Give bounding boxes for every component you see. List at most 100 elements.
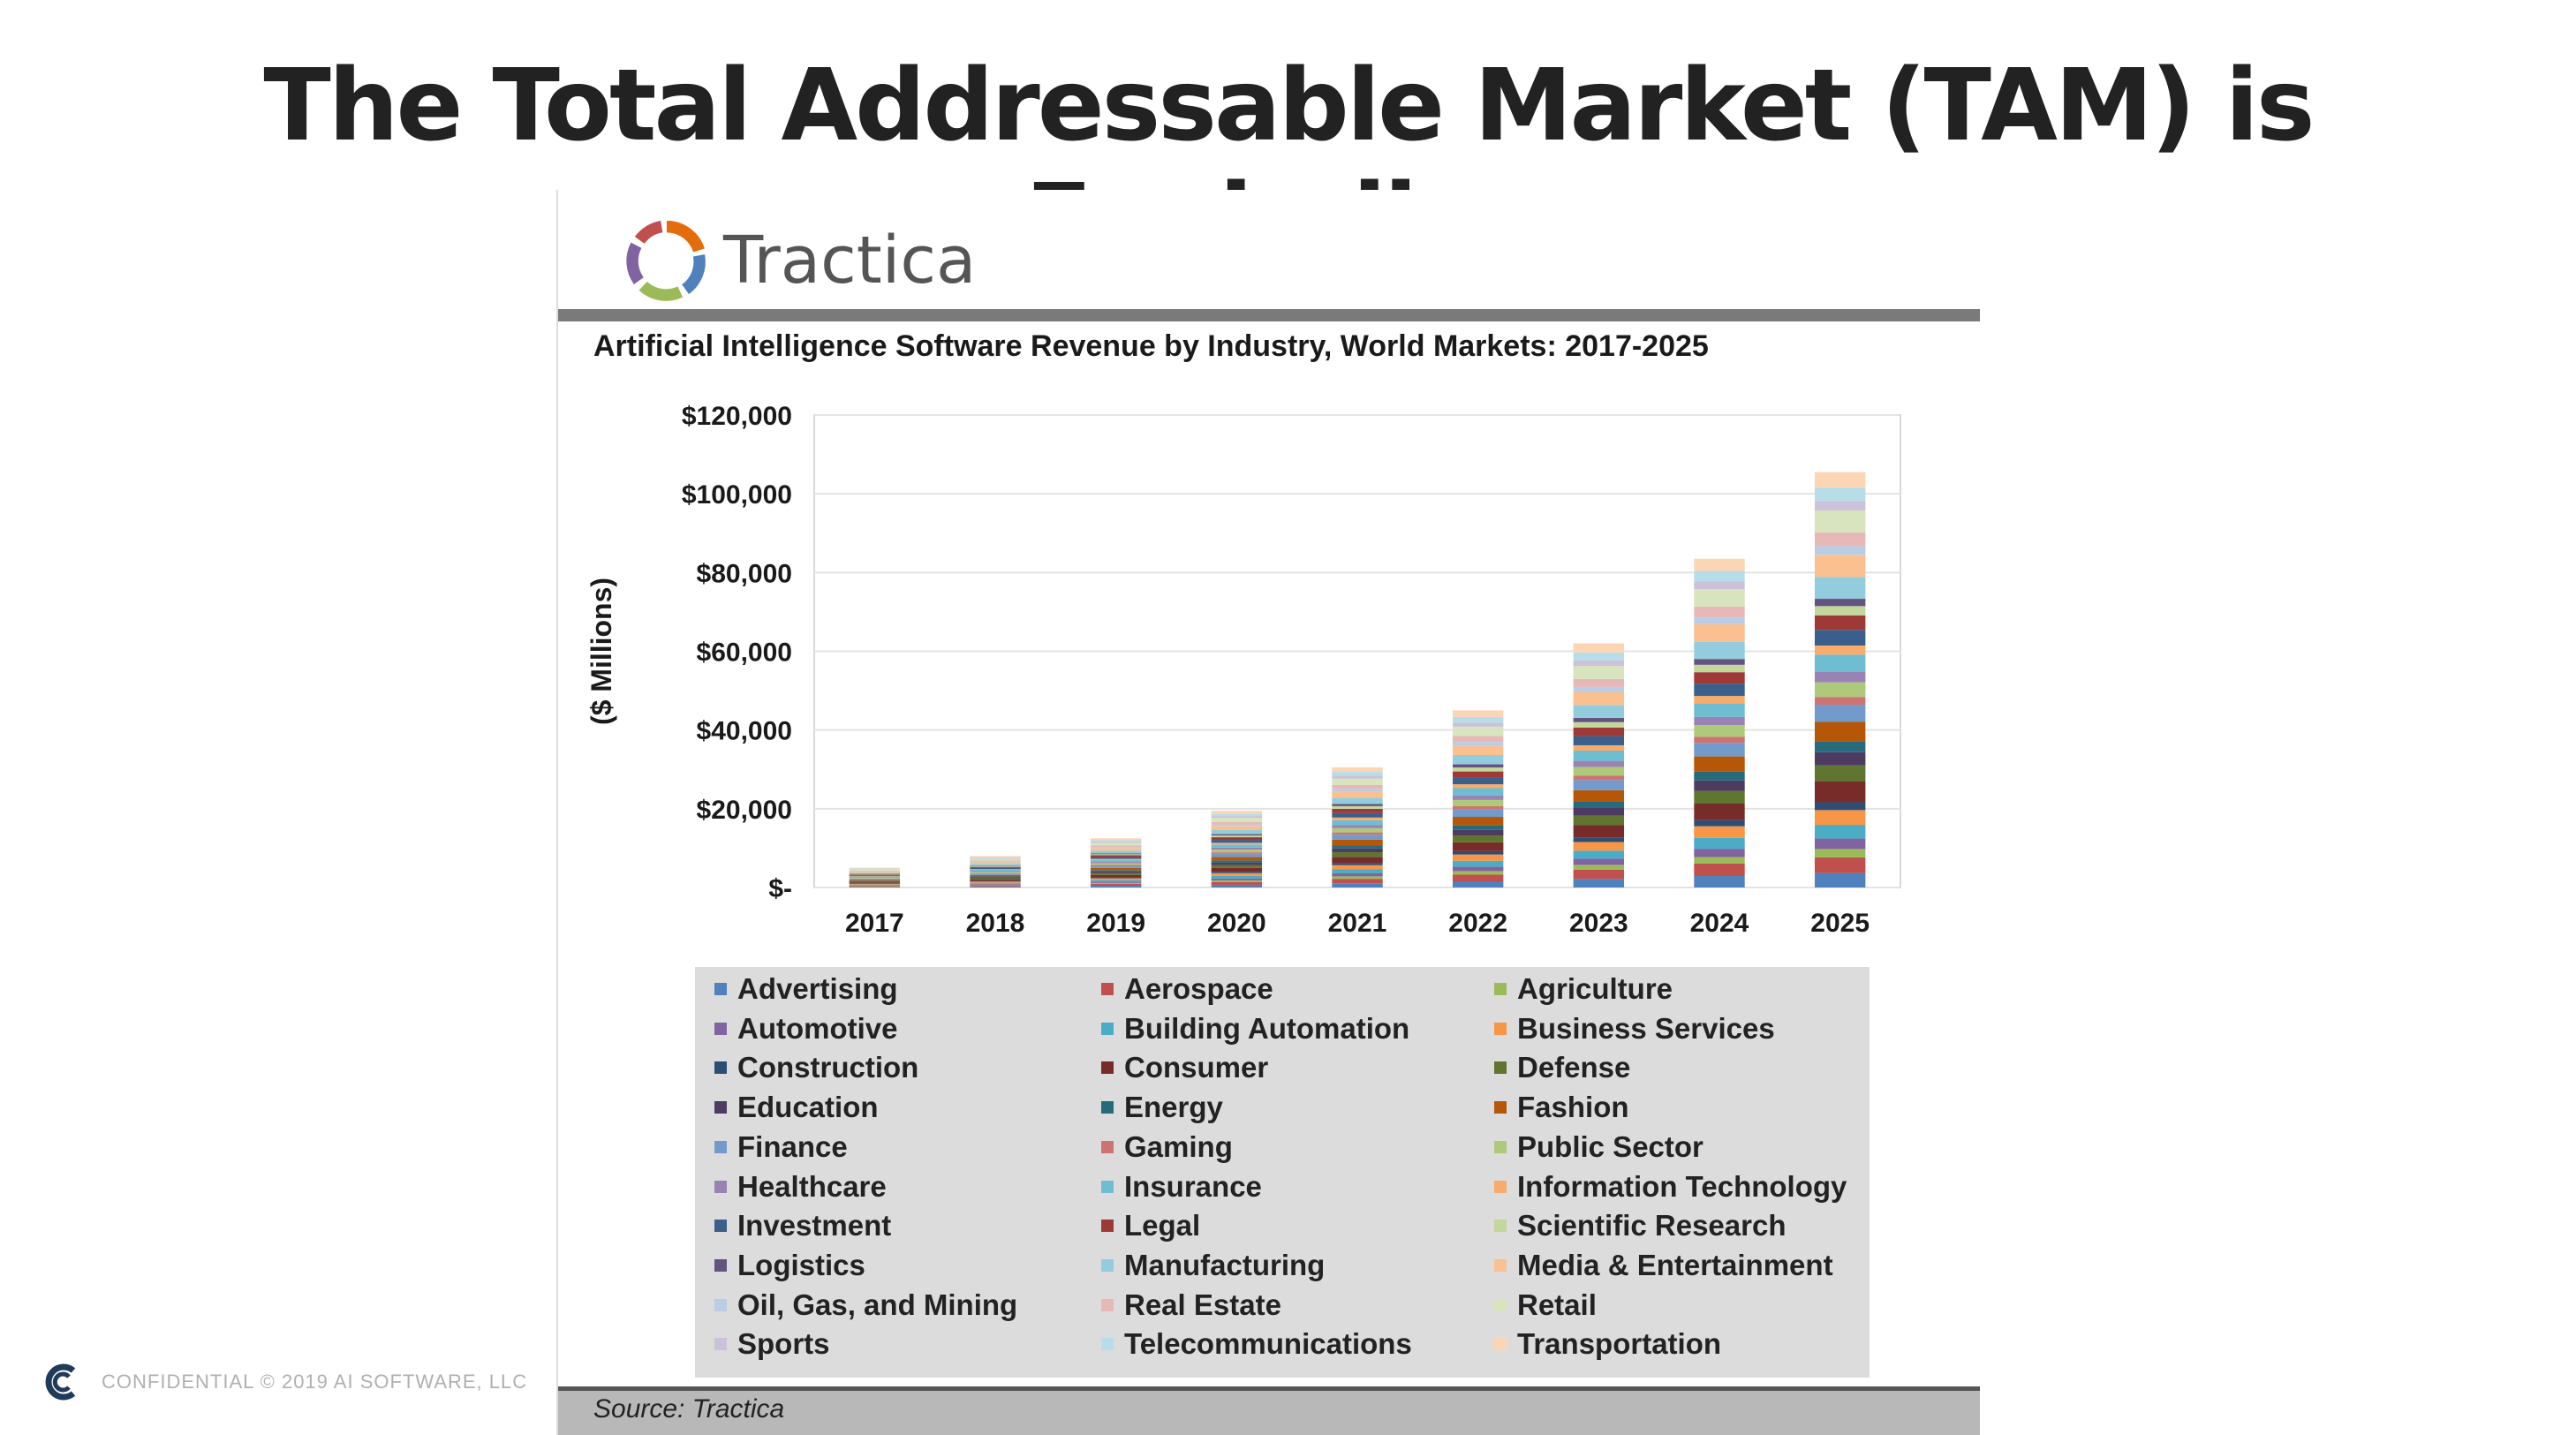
bar-segment — [1694, 736, 1745, 744]
company-logo-icon — [45, 1363, 76, 1401]
bar-segment — [1694, 703, 1745, 717]
bar-segment — [970, 861, 1021, 863]
bar-segment — [849, 867, 901, 869]
bar-segment — [849, 880, 901, 881]
legend-swatch — [1101, 1338, 1114, 1351]
bar-segment — [1814, 705, 1866, 722]
bar-segment — [1211, 835, 1263, 838]
bar-segment — [1694, 837, 1745, 850]
bar-segment — [849, 886, 901, 887]
bar-segment — [1573, 825, 1625, 838]
legend-swatch — [1494, 1101, 1507, 1114]
bar-segment — [1332, 791, 1383, 798]
bar-segment — [1211, 852, 1263, 854]
bar-segment — [1452, 736, 1504, 743]
bar-segment — [1090, 845, 1142, 848]
bar-segment — [1452, 809, 1504, 818]
bar-segment — [1452, 805, 1504, 810]
bar-segment — [1814, 721, 1866, 742]
bar-segment — [970, 867, 1021, 870]
bar-segment — [849, 880, 901, 882]
bar-segment — [1814, 671, 1866, 683]
bar-segment — [849, 875, 901, 877]
legend-label: Advertising — [737, 972, 898, 1005]
bar-segment — [1694, 849, 1745, 857]
legend-swatch — [1101, 1140, 1114, 1153]
bar-segment — [1814, 682, 1866, 698]
legend-label: Media & Entertainment — [1517, 1248, 1833, 1281]
bar-segment — [1694, 790, 1745, 804]
bar-segment — [849, 879, 901, 880]
bar-segment — [970, 881, 1021, 883]
bar-segment — [1090, 862, 1142, 864]
bar-segment — [1694, 684, 1745, 697]
legend-label: Fashion — [1517, 1091, 1629, 1124]
bar-segment — [1814, 802, 1866, 811]
bar-segment — [1573, 850, 1625, 859]
bar-segment — [1814, 501, 1866, 511]
bar-segment — [1573, 643, 1625, 653]
bar-segment — [1573, 660, 1625, 667]
bar-segment — [1694, 857, 1745, 865]
bar-segment — [1090, 874, 1142, 878]
bar-segment — [1694, 819, 1745, 827]
legend-item: Construction — [714, 1048, 918, 1087]
legend-swatch — [1494, 1140, 1507, 1153]
bar-segment — [1211, 884, 1263, 887]
bar-segment — [1814, 487, 1866, 502]
bar-segment — [1573, 686, 1625, 692]
bar-segment — [1573, 652, 1625, 661]
bar-segment — [849, 885, 901, 886]
bar-segment — [849, 884, 901, 886]
legend-label: Real Estate — [1124, 1288, 1281, 1321]
bar-segment — [1573, 858, 1625, 865]
bar-segment — [1452, 842, 1504, 851]
bar-segment — [1090, 859, 1142, 863]
bar-segment — [1452, 788, 1504, 796]
bar-segment — [1452, 795, 1504, 800]
x-tick-label: 2021 — [1328, 909, 1387, 938]
legend-item: Sports — [714, 1325, 830, 1363]
x-tick-label: 2018 — [966, 909, 1025, 938]
bar-segment — [1090, 886, 1142, 887]
bar-segment — [1573, 717, 1625, 722]
bar-segment — [970, 871, 1021, 872]
bar-segment — [849, 870, 901, 872]
legend-item: Energy — [1101, 1088, 1223, 1127]
legend-label: Education — [737, 1091, 879, 1124]
bar-segment — [970, 873, 1021, 875]
legend-item: Healthcare — [714, 1167, 887, 1206]
legend-swatch — [1101, 1220, 1114, 1233]
bar-segment — [1814, 546, 1866, 555]
y-tick-label: $20,000 — [697, 796, 792, 825]
bar-segment — [1814, 472, 1866, 488]
bar-segment — [1573, 760, 1625, 767]
legend-item: Automotive — [714, 1009, 898, 1048]
bar-segment — [1332, 839, 1383, 846]
bar-segment — [1573, 678, 1625, 687]
legend-label: Retail — [1517, 1288, 1597, 1321]
legend-label: Logistics — [737, 1248, 865, 1281]
legend-swatch — [714, 1140, 727, 1153]
bar-segment — [1814, 532, 1866, 547]
bar-segment — [1090, 857, 1142, 859]
bar-segment — [1332, 812, 1383, 818]
legend-swatch — [1494, 1258, 1507, 1272]
bar-segment — [1694, 623, 1745, 642]
bar-segment — [1573, 879, 1625, 887]
x-tick-label: 2020 — [1207, 909, 1266, 938]
bar-segment — [1694, 664, 1745, 673]
legend-swatch — [1101, 1298, 1114, 1311]
legend-label: Legal — [1124, 1209, 1201, 1242]
bar-segment — [1090, 872, 1142, 875]
bar-segment — [1211, 847, 1263, 850]
bar-segment — [1332, 784, 1383, 789]
bar-segment — [1090, 878, 1142, 880]
legend-swatch — [714, 1258, 727, 1272]
legend-label: Business Services — [1517, 1011, 1775, 1045]
bar-segment — [1211, 880, 1263, 882]
bar-segment — [1332, 827, 1383, 833]
bar-segment — [849, 877, 901, 879]
bar-segment — [1573, 807, 1625, 816]
legend-item: Oil, Gas, and Mining — [714, 1286, 1017, 1325]
